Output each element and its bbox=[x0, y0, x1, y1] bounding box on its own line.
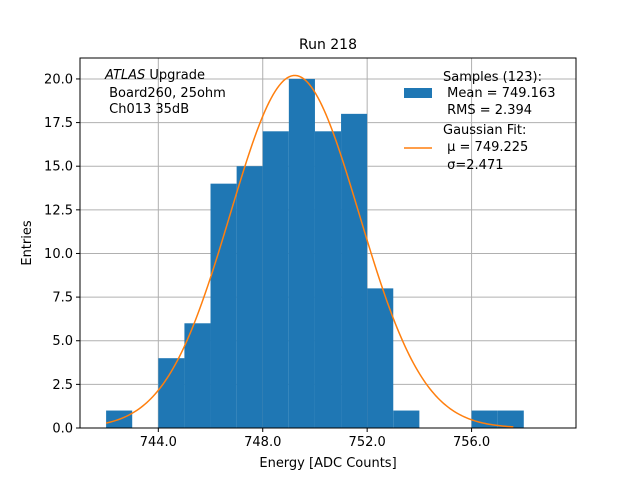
histogram-bar bbox=[158, 358, 185, 428]
y-tick-label: 0.0 bbox=[52, 422, 73, 437]
legend-fit-line-1: Gaussian Fit: bbox=[443, 123, 526, 138]
fit-curve-group bbox=[105, 74, 514, 428]
histogram-bar bbox=[341, 113, 368, 428]
x-tick-label: 744.0 bbox=[140, 435, 177, 450]
histogram-bar bbox=[393, 410, 420, 428]
annotation-italic: ATLAS bbox=[104, 68, 145, 83]
x-tick-label: 748.0 bbox=[244, 435, 281, 450]
x-tick-label: 752.0 bbox=[349, 435, 386, 450]
legend-hist-line-3: RMS = 2.394 bbox=[443, 103, 532, 118]
legend-hist-swatch bbox=[404, 88, 432, 98]
histogram-bar bbox=[262, 131, 289, 428]
histogram-bar bbox=[314, 131, 342, 428]
legend-hist-line-1: Samples (123): bbox=[443, 70, 542, 85]
x-tick-label: 756.0 bbox=[453, 435, 490, 450]
annotation-text: ATLAS Upgrade Board260, 25ohm Ch013 35dB bbox=[104, 68, 226, 117]
legend-fit-line-2: μ = 749.225 bbox=[443, 140, 528, 155]
y-tick-label: 12.5 bbox=[44, 203, 73, 218]
legend: Samples (123): Mean = 749.163 RMS = 2.39… bbox=[404, 70, 555, 173]
x-axis-label: Energy [ADC Counts] bbox=[259, 456, 396, 471]
y-tick-label: 5.0 bbox=[52, 334, 73, 349]
annotation-line-3: Ch013 35dB bbox=[105, 102, 189, 117]
y-tick-label: 17.5 bbox=[44, 116, 73, 131]
histogram-bar bbox=[184, 323, 211, 428]
histogram-bar bbox=[288, 78, 315, 429]
y-axis-label: Entries bbox=[20, 220, 35, 266]
legend-hist-line-2: Mean = 749.163 bbox=[443, 86, 555, 101]
chart-title: Run 218 bbox=[299, 37, 357, 53]
y-tick-label: 2.5 bbox=[52, 378, 73, 393]
x-axis-ticks: 744.0 748.0 752.0 756.0 bbox=[140, 428, 490, 450]
histogram-bar bbox=[497, 410, 524, 428]
gaussian-fit-curve bbox=[105, 74, 514, 428]
plot-frame bbox=[79, 57, 577, 429]
histogram-bars bbox=[106, 78, 524, 429]
y-tick-label: 10.0 bbox=[44, 247, 73, 262]
y-tick-label: 15.0 bbox=[44, 160, 73, 175]
histogram-bar bbox=[367, 288, 394, 428]
y-tick-label: 7.5 bbox=[52, 291, 73, 306]
annotation-suffix: Upgrade bbox=[145, 68, 205, 83]
histogram-bar bbox=[471, 410, 498, 428]
histogram-bar bbox=[236, 166, 263, 428]
histogram-bar bbox=[210, 183, 237, 428]
y-tick-label: 20.0 bbox=[44, 72, 73, 87]
annotation-line-1: ATLAS Upgrade bbox=[104, 68, 205, 83]
legend-fit-line-3: σ=2.471 bbox=[443, 158, 503, 173]
y-axis-ticks: 0.0 2.5 5.0 7.5 10.0 12.5 15.0 17.5 20.0 bbox=[44, 72, 80, 437]
annotation-line-2: Board260, 25ohm bbox=[105, 86, 226, 101]
